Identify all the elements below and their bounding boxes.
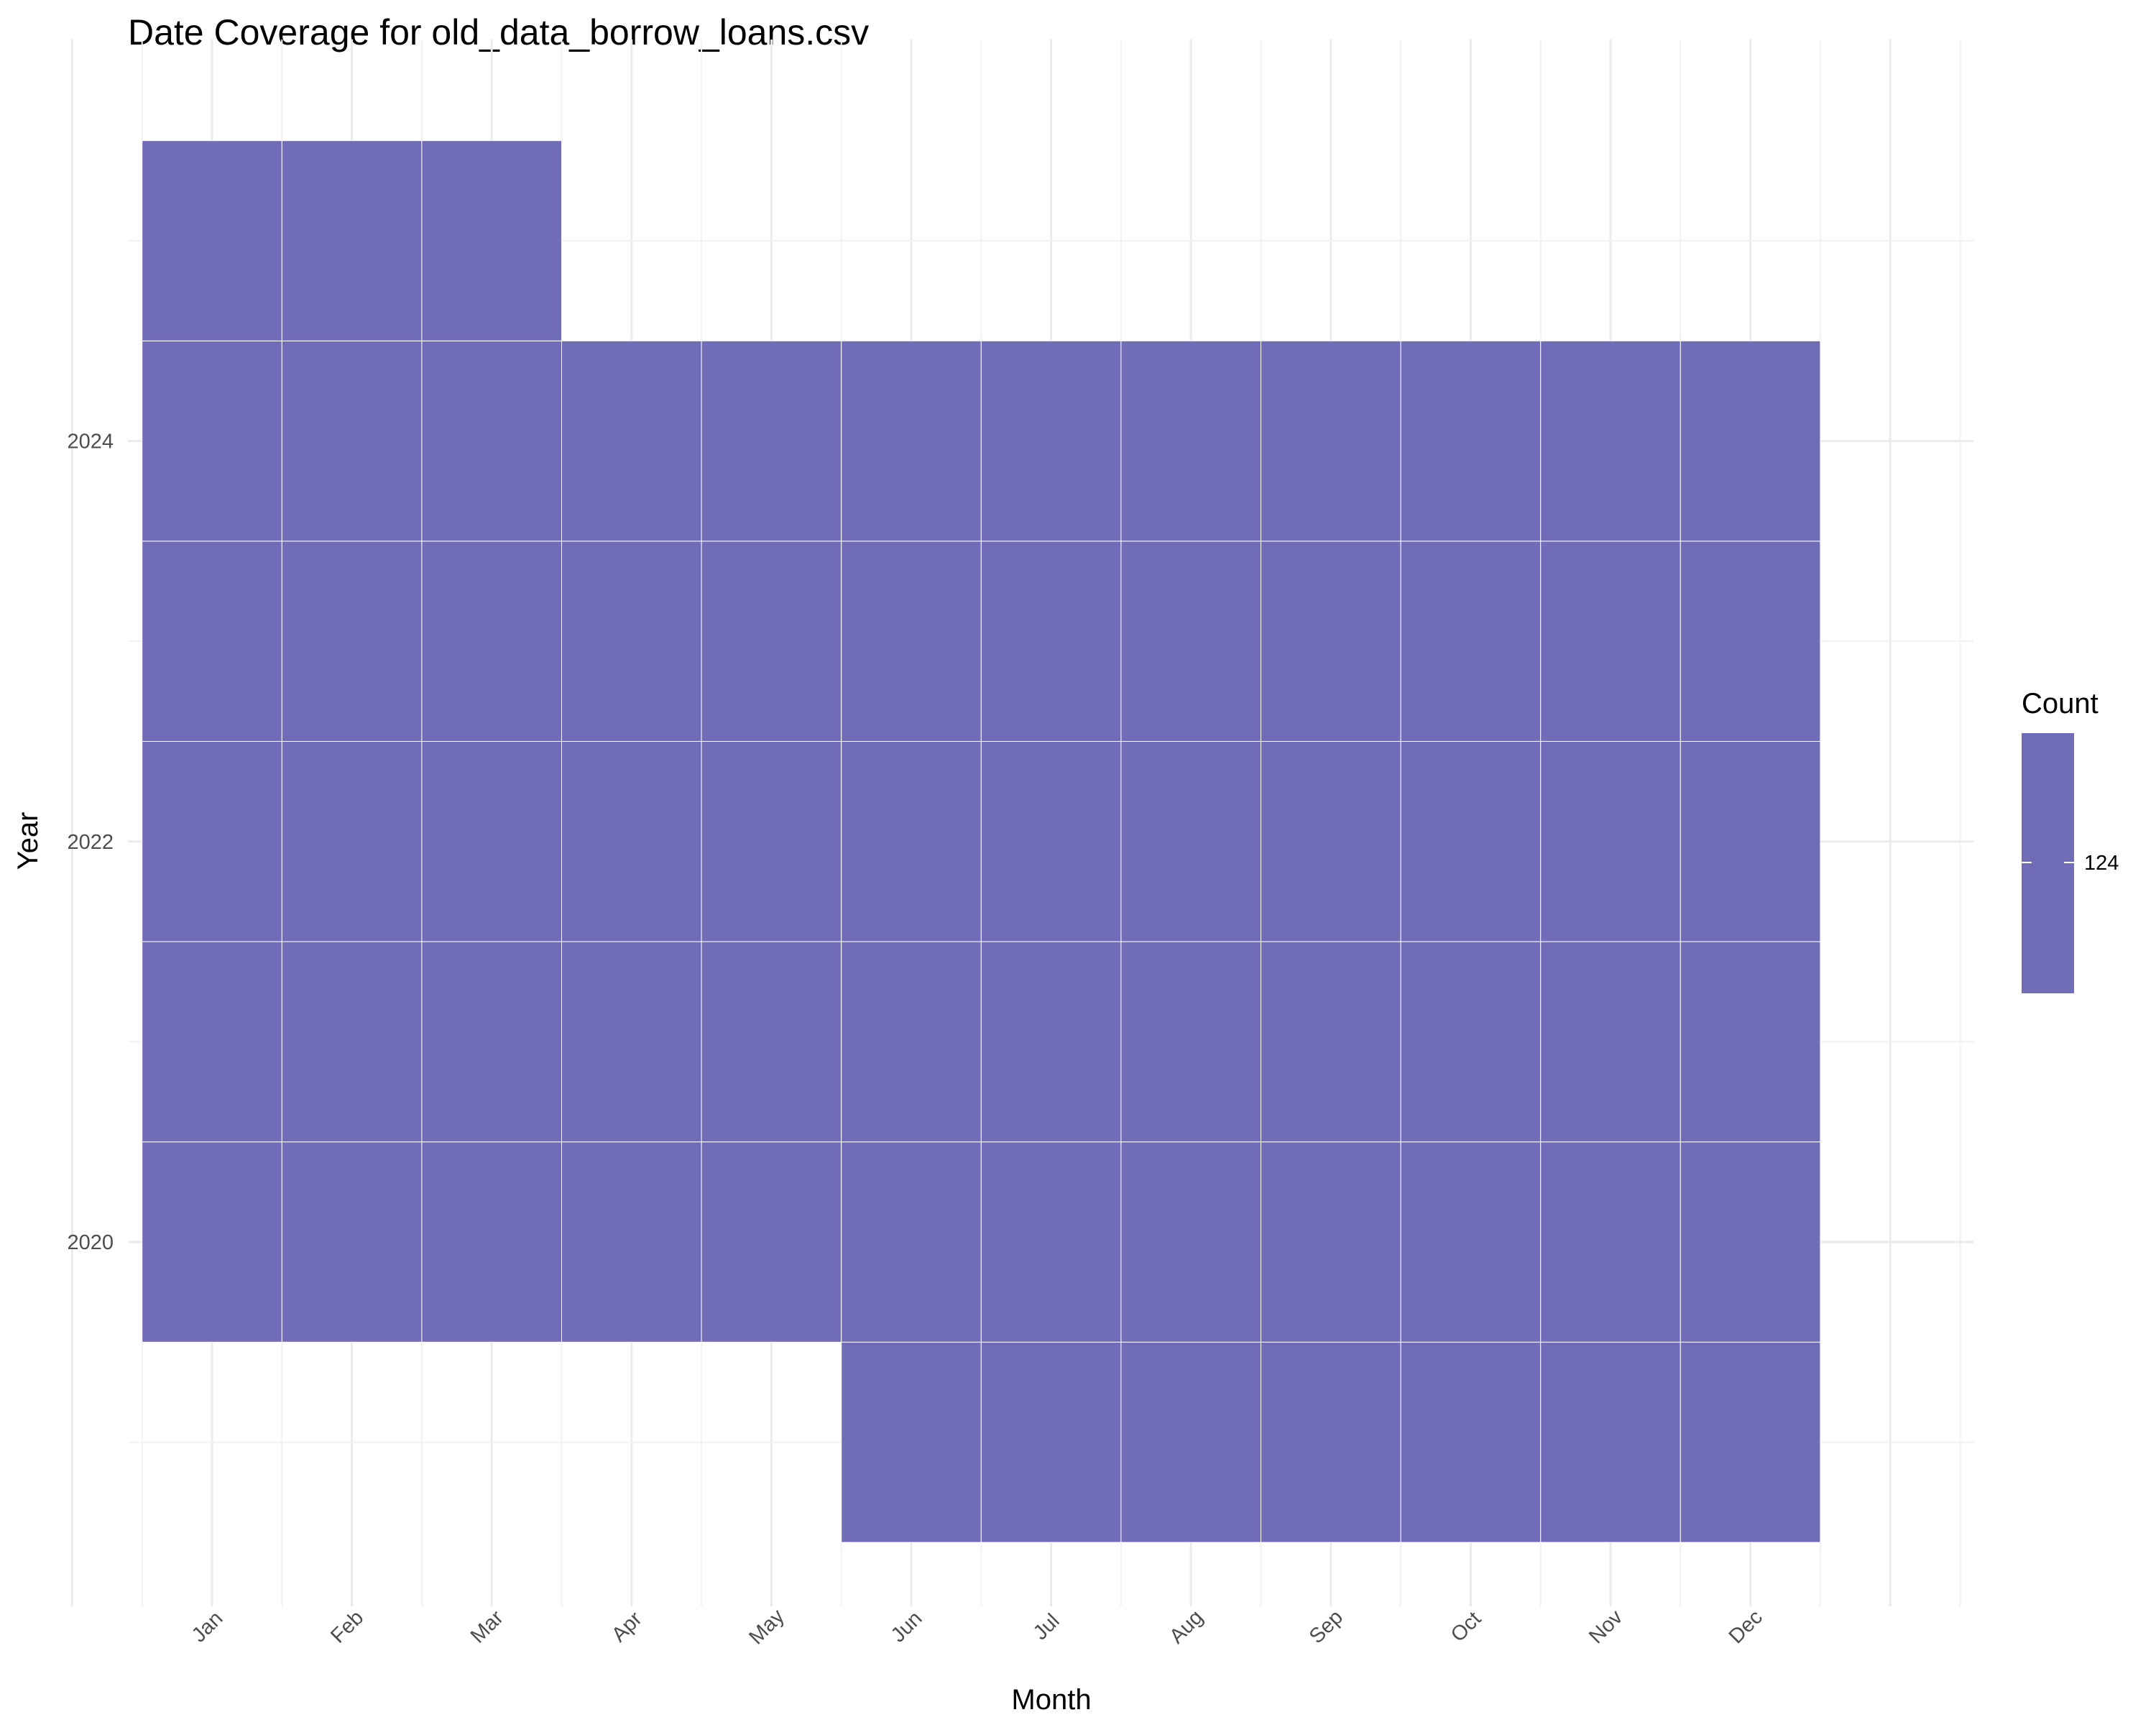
heatmap-cell: Apr 2022: 124	[561, 741, 702, 942]
heatmap-cell: Nov 2023: 124	[1540, 540, 1681, 742]
heatmap-cell: Sep 2023: 124	[1261, 540, 1401, 742]
legend-title: Count	[2022, 688, 2099, 719]
heatmap-cell: Dec 2021: 124	[1680, 941, 1821, 1143]
heatmap-cell: Dec 2023: 124	[1680, 540, 1821, 742]
heatmap-cell: Apr 2024: 124	[561, 340, 702, 542]
legend-label: 124	[2084, 852, 2119, 875]
heatmap-cell: Feb 2025: 124	[281, 140, 423, 341]
x-axis-title: Month	[1011, 1684, 1091, 1716]
heatmap-cell: May 2024: 124	[701, 340, 842, 542]
heatmap-cell: Sep 2019: 124	[1261, 1341, 1401, 1543]
heatmap-cells: Jun 2019: 124Jul 2019: 124Aug 2019: 124S…	[142, 140, 1821, 1543]
heatmap-cell: Jun 2022: 124	[841, 741, 982, 942]
heatmap-cell: May 2020: 124	[701, 1141, 842, 1343]
heatmap-cell: Oct 2020: 124	[1400, 1141, 1542, 1343]
heatmap-cell: Jul 2022: 124	[980, 741, 1122, 942]
heatmap-cell: Nov 2020: 124	[1540, 1141, 1681, 1343]
heatmap-cell: Aug 2024: 124	[1120, 340, 1262, 542]
heatmap-cell: Sep 2020: 124	[1261, 1141, 1401, 1343]
heatmap-cell: May 2021: 124	[701, 941, 842, 1143]
chart-title: Date Coverage for old_data_borrow_loans.…	[128, 12, 869, 52]
heatmap-cell: Oct 2021: 124	[1400, 941, 1542, 1143]
heatmap-cell: Oct 2024: 124	[1400, 340, 1542, 542]
heatmap-cell: Jan 2024: 124	[142, 340, 282, 542]
heatmap-cell: Oct 2019: 124	[1400, 1341, 1542, 1543]
heatmap-cell: Sep 2021: 124	[1261, 941, 1401, 1143]
heatmap-cell: Apr 2023: 124	[561, 540, 702, 742]
y-tick-label: 2024	[67, 431, 114, 454]
heatmap-cell: Jun 2024: 124	[841, 340, 982, 542]
heatmap-cell: Jul 2024: 124	[980, 340, 1122, 542]
heatmap-cell: Aug 2022: 124	[1120, 741, 1262, 942]
heatmap-cell: Dec 2019: 124	[1680, 1341, 1821, 1543]
heatmap-cell: Jul 2020: 124	[980, 1141, 1122, 1343]
heatmap-cell: Jun 2020: 124	[841, 1141, 982, 1343]
heatmap-cell: Dec 2022: 124	[1680, 741, 1821, 942]
heatmap-cell: Nov 2024: 124	[1540, 340, 1681, 542]
heatmap-cell: Jul 2023: 124	[980, 540, 1122, 742]
heatmap-cell: Jan 2021: 124	[142, 941, 282, 1143]
heatmap-cell: Aug 2023: 124	[1120, 540, 1262, 742]
heatmap-cell: Nov 2019: 124	[1540, 1341, 1681, 1543]
heatmap-cell: Dec 2020: 124	[1680, 1141, 1821, 1343]
heatmap-cell: Jun 2021: 124	[841, 941, 982, 1143]
heatmap-cell: Sep 2022: 124	[1261, 741, 1401, 942]
heatmap-cell: Feb 2020: 124	[281, 1141, 423, 1343]
heatmap-cell: Mar 2021: 124	[421, 941, 563, 1143]
heatmap-cell: Feb 2024: 124	[281, 340, 423, 542]
y-tick-label: 2020	[67, 1231, 114, 1254]
heatmap-cell: Aug 2021: 124	[1120, 941, 1262, 1143]
heatmap-cell: Nov 2021: 124	[1540, 941, 1681, 1143]
heatmap-cell: Mar 2025: 124	[421, 140, 563, 341]
heatmap-cell: Mar 2020: 124	[421, 1141, 563, 1343]
heatmap-cell: Jul 2019: 124	[980, 1341, 1122, 1543]
heatmap-cell: Jan 2023: 124	[142, 540, 282, 742]
legend: Count 124	[2022, 688, 2119, 993]
y-axis-title: Year	[12, 812, 44, 870]
heatmap-cell: Sep 2024: 124	[1261, 340, 1401, 542]
heatmap-cell: Aug 2019: 124	[1120, 1341, 1262, 1543]
heatmap-cell: Feb 2023: 124	[281, 540, 423, 742]
heatmap-cell: Jan 2025: 124	[142, 140, 282, 341]
heatmap-cell: Mar 2023: 124	[421, 540, 563, 742]
heatmap-cell: Oct 2023: 124	[1400, 540, 1542, 742]
heatmap-cell: May 2022: 124	[701, 741, 842, 942]
heatmap-cell: Nov 2022: 124	[1540, 741, 1681, 942]
heatmap-cell: Jun 2023: 124	[841, 540, 982, 742]
heatmap-cell: Jul 2021: 124	[980, 941, 1122, 1143]
heatmap-cell: Jun 2019: 124	[841, 1341, 982, 1543]
heatmap-cell: Mar 2024: 124	[421, 340, 563, 542]
heatmap-cell: Apr 2020: 124	[561, 1141, 702, 1343]
heatmap-cell: Feb 2021: 124	[281, 941, 423, 1143]
heatmap-cell: May 2023: 124	[701, 540, 842, 742]
heatmap-cell: Mar 2022: 124	[421, 741, 563, 942]
y-tick-label: 2022	[67, 831, 114, 854]
heatmap-cell: Dec 2024: 124	[1680, 340, 1821, 542]
heatmap-cell: Apr 2021: 124	[561, 941, 702, 1143]
heatmap-cell: Oct 2022: 124	[1400, 741, 1542, 942]
heatmap-cell: Feb 2022: 124	[281, 741, 423, 942]
y-tick-labels: 2020 2022 2024	[67, 431, 114, 1254]
heatmap-cell: Aug 2020: 124	[1120, 1141, 1262, 1343]
heatmap-cell: Jan 2020: 124	[142, 1141, 282, 1343]
heatmap-cell: Jan 2022: 124	[142, 741, 282, 942]
